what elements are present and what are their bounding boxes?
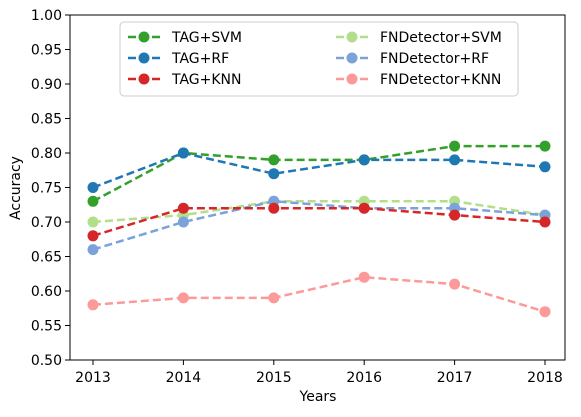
legend-item: TAG+KNN [128,72,242,88]
series-line [92,275,546,313]
data-point [87,182,99,193]
data-point [177,216,189,228]
y-tick-label: 0.85 [31,112,62,128]
x-tick-label: 2013 [75,370,111,386]
legend-item: FNDetector+SVM [336,30,502,46]
y-tick-label: 1.00 [31,8,62,24]
data-point [177,202,189,214]
series-fndetector-svm [87,195,551,228]
series-line [92,200,546,224]
legend-marker [138,52,150,64]
data-point [87,195,99,207]
y-tick-label: 0.95 [31,43,62,59]
data-point [449,209,461,221]
legend-label: FNDetector+SVM [380,30,502,46]
legend-item: TAG+RF [128,51,229,67]
data-point [268,202,280,214]
y-tick-label: 0.90 [31,77,62,93]
x-tick-label: 2018 [527,370,563,386]
x-tick-label: 2016 [346,370,382,386]
series-fndetector-knn [87,271,551,318]
series-layer [87,140,551,318]
x-tick-label: 2015 [256,370,292,386]
legend-label: FNDetector+KNN [380,72,501,88]
data-point [358,271,370,283]
data-point [87,299,99,311]
x-axis: 2013 2014 2015 2016 2017 2018 [75,360,563,386]
data-point [539,216,551,228]
data-point [177,292,189,304]
data-point [87,244,99,256]
data-point [358,154,370,166]
legend-item: TAG+SVM [128,30,242,46]
legend-item: FNDetector+RF [336,51,489,67]
legend-label: TAG+RF [171,51,229,67]
legend-label: TAG+KNN [171,72,242,88]
series-tag-knn [87,202,551,242]
series-line [92,151,546,189]
y-tick-label: 0.80 [31,146,62,162]
legend-item: FNDetector+KNN [336,72,501,88]
y-tick-label: 0.60 [31,284,62,300]
data-point [449,140,461,152]
legend-label: TAG+SVM [171,30,242,46]
legend-marker [138,31,150,43]
data-point [268,168,280,180]
legend-marker [346,73,358,85]
data-point [268,292,280,304]
x-tick-label: 2017 [437,370,473,386]
x-tick-label: 2014 [166,370,202,386]
data-point [268,154,280,166]
data-point [358,202,370,214]
y-tick-label: 0.70 [31,215,62,231]
y-tick-label: 0.50 [31,353,62,369]
legend-label: FNDetector+RF [380,51,489,67]
data-point [449,154,461,166]
series-tag-svm [87,140,551,207]
series-line [92,144,545,203]
series-tag-rf [87,147,551,193]
y-axis: 0.50 0.55 0.60 0.65 0.70 0.75 0.80 0.85 0.90 0.95… [31,8,70,369]
legend-marker [346,31,358,43]
y-tick-label: 0.75 [31,181,62,197]
data-point [177,147,189,159]
data-point [449,278,461,290]
data-point [87,216,99,228]
data-point [539,306,551,318]
data-point [539,140,551,152]
y-tick-label: 0.65 [31,250,62,266]
y-axis-label: Accuracy [8,156,24,220]
legend-box [119,21,519,97]
x-axis-label: Years [299,389,337,405]
legend: TAG+SVM FNDetector+SVM TAG+RF FNDetector+RF… [119,21,519,97]
legend-marker [138,73,150,85]
series-line [92,206,546,237]
data-point [87,230,99,242]
y-tick-label: 0.55 [31,319,62,335]
series-line [92,200,546,251]
data-point [539,161,551,173]
legend-marker [346,52,358,64]
